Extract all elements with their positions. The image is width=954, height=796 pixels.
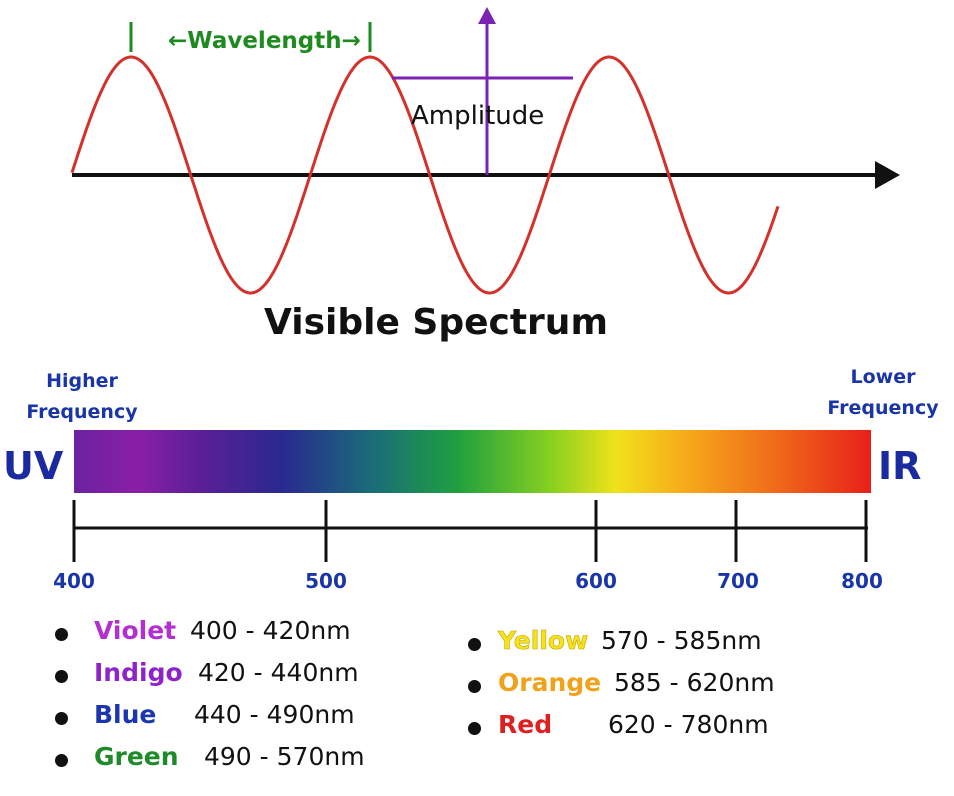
amplitude-label: Amplitude (411, 101, 545, 131)
tick-label-500: 500 (305, 569, 347, 593)
bullet-red (468, 722, 481, 735)
spectrum-bar (74, 430, 871, 493)
axis-arrowhead (875, 161, 900, 189)
color-range-violet: 400 - 420nm (190, 616, 351, 645)
color-name-red: Red (498, 710, 553, 739)
higher-frequency-label: Higher Frequency (26, 370, 138, 423)
wavelength-label: ←Wavelength→ (168, 28, 361, 54)
bullet-green (55, 754, 68, 767)
bullet-violet (55, 628, 68, 641)
uv-label: UV (3, 444, 64, 488)
tick-label-800: 800 (841, 569, 883, 593)
bullet-blue (55, 712, 68, 725)
tick-label-700: 700 (717, 569, 759, 593)
tick-label-400: 400 (53, 569, 95, 593)
amplitude-arrowhead (478, 7, 496, 24)
color-name-green: Green (94, 742, 179, 771)
color-range-yellow: 570 - 585nm (601, 626, 762, 655)
color-name-indigo: Indigo (94, 658, 183, 687)
bullet-orange (468, 680, 481, 693)
color-name-yellow: Yellow (498, 626, 589, 656)
ir-label: IR (878, 444, 922, 488)
lower-frequency-label: Lower Frequency (827, 366, 939, 419)
color-range-orange: 585 - 620nm (614, 668, 775, 697)
tick-label-600: 600 (575, 569, 617, 593)
bullet-indigo (55, 670, 68, 683)
color-range-red: 620 - 780nm (608, 710, 769, 739)
color-name-blue: Blue (94, 700, 157, 729)
bullet-yellow (468, 638, 481, 651)
color-name-violet: Violet (94, 616, 177, 645)
color-range-indigo: 420 - 440nm (198, 658, 359, 687)
color-range-blue: 440 - 490nm (194, 700, 355, 729)
color-name-orange: Orange (498, 668, 602, 697)
page-title: Visible Spectrum (264, 302, 608, 343)
sine-wave (70, 55, 780, 295)
color-range-green: 490 - 570nm (204, 742, 365, 771)
